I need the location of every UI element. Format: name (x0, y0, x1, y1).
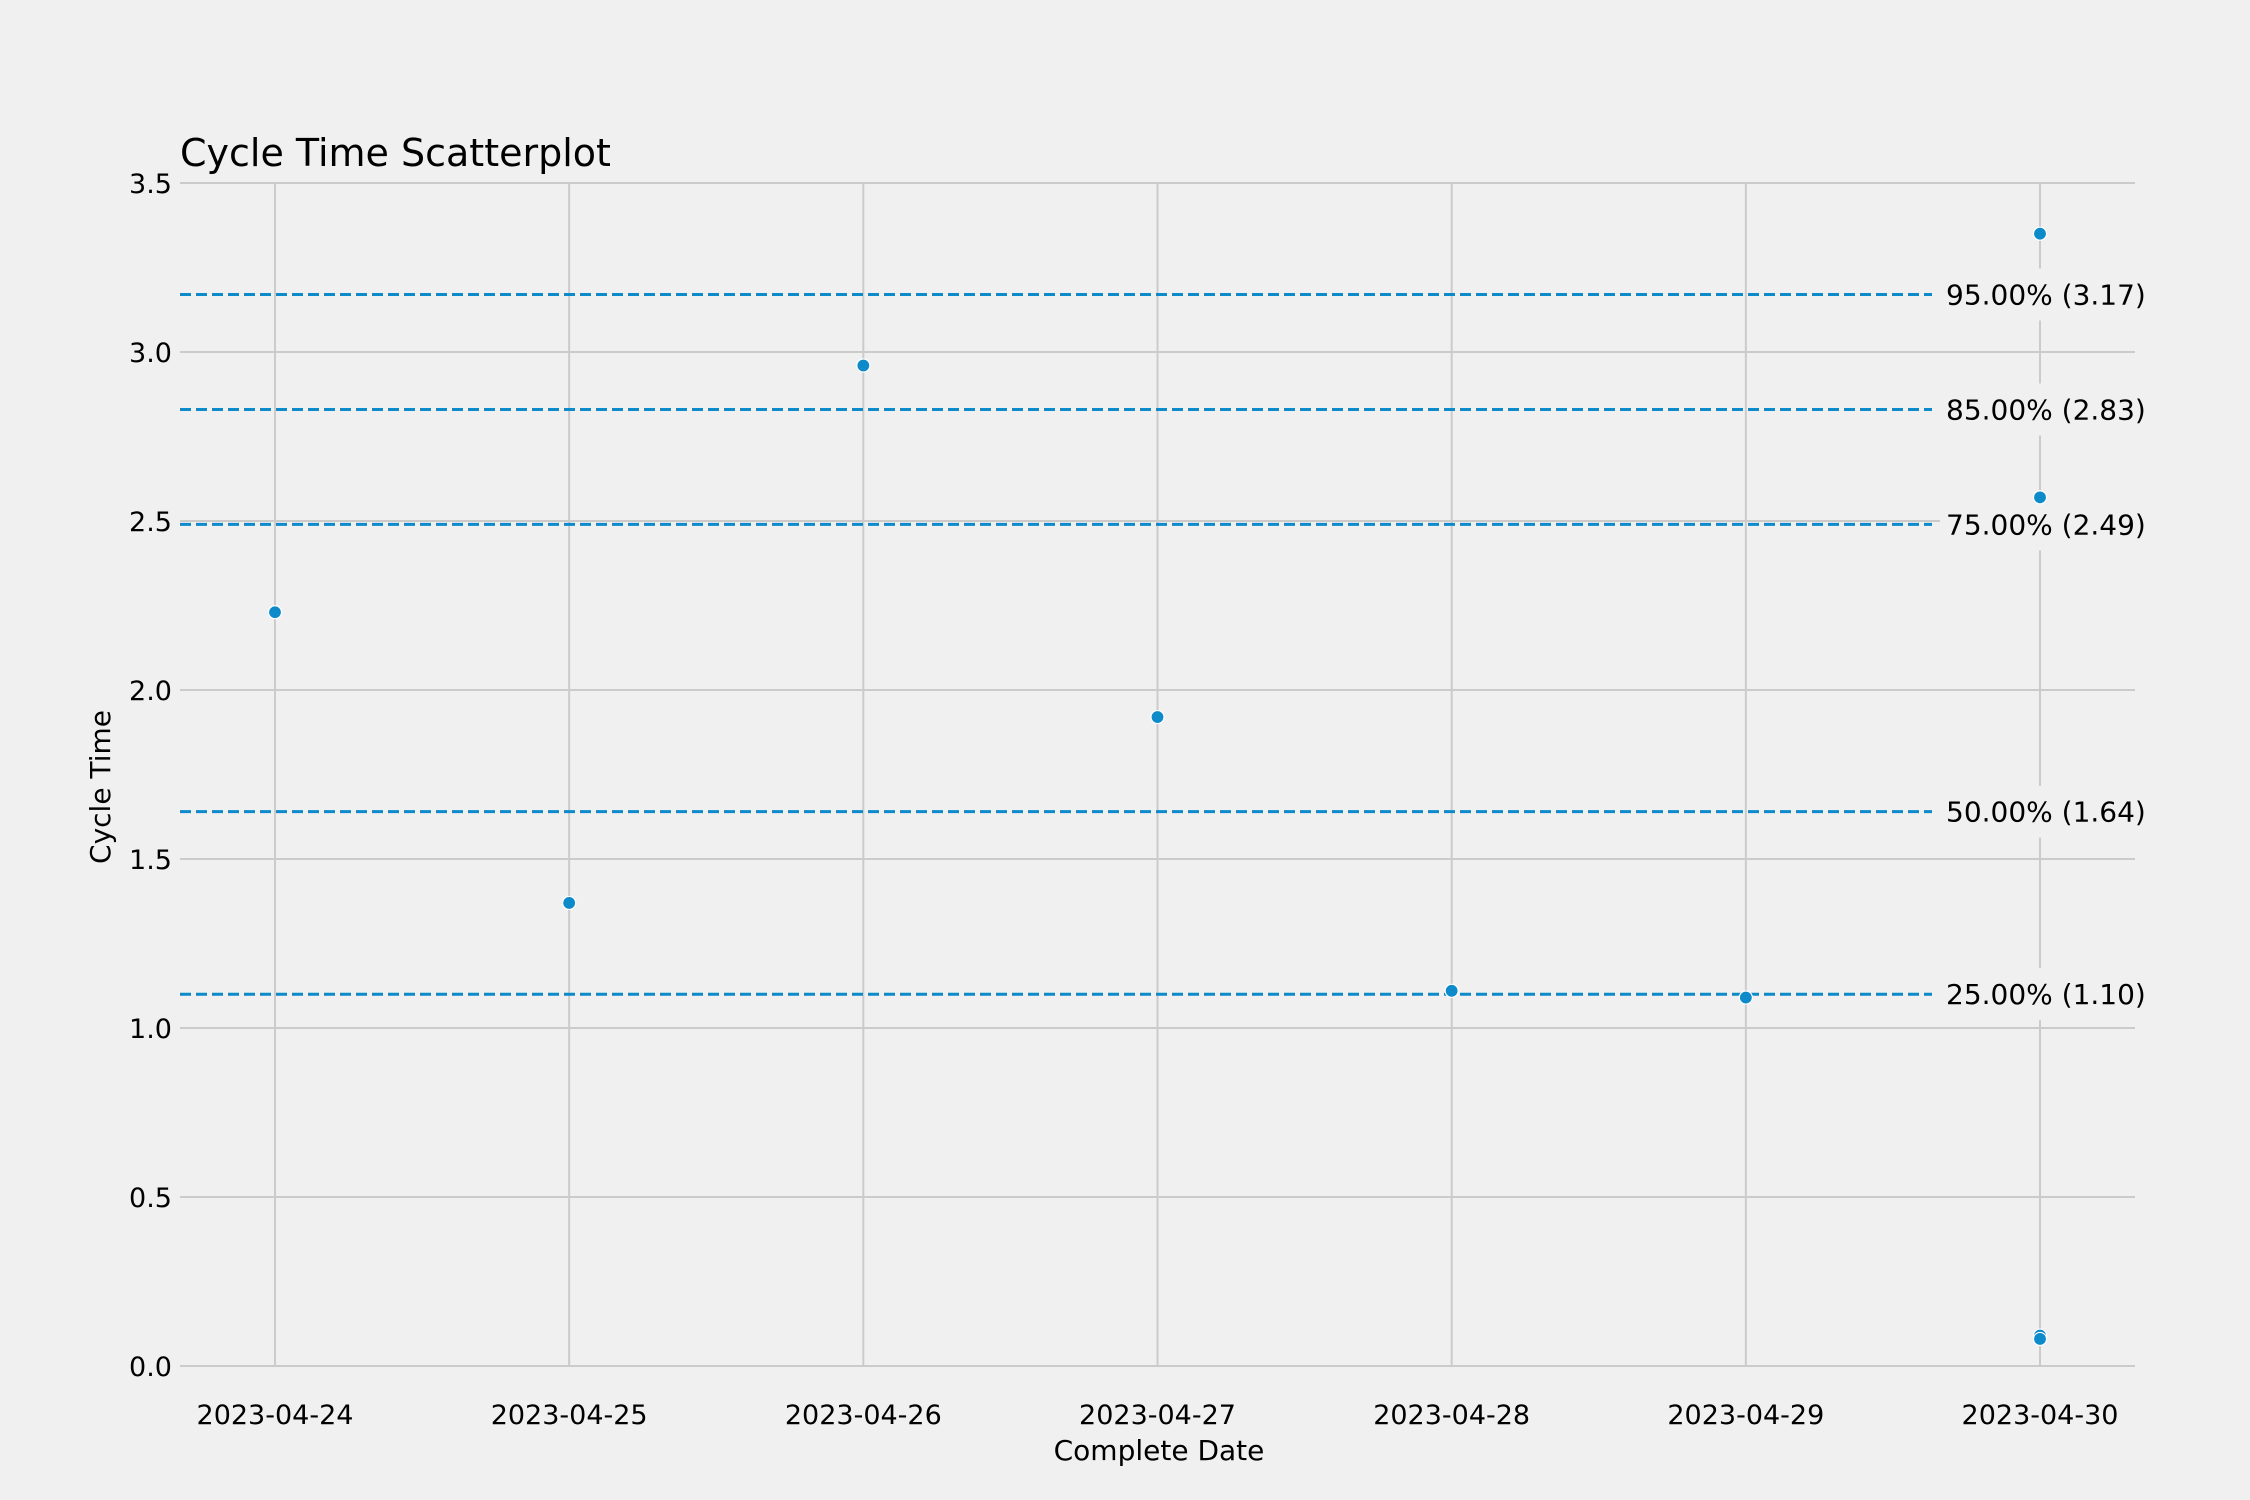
x-tick-label: 2023-04-26 (785, 1400, 942, 1431)
grid (180, 182, 2135, 1367)
chart-title: Cycle Time Scatterplot (180, 131, 611, 175)
data-points (267, 226, 2048, 1347)
y-tick-label: 3.0 (129, 338, 172, 369)
data-point (1150, 709, 1165, 725)
x-tick-label: 2023-04-24 (197, 1400, 354, 1431)
percentile-lines: 95.00% (3.17) 85.00% (2.83) 75.00% (2.49) 5… (180, 268, 2160, 1021)
data-point (856, 358, 871, 373)
y-tick-label: 0.5 (129, 1183, 172, 1214)
percentile-label: 25.00% (1.10) (1946, 978, 2146, 1011)
data-point (2032, 1331, 2048, 1347)
percentile-label-background (1940, 785, 2160, 838)
percentile-label: 85.00% (2.83) (1946, 393, 2146, 426)
x-tick-label: 2023-04-29 (1667, 1400, 1824, 1431)
x-tick-labels: 2023-04-24 2023-04-25 2023-04-26 2023-04-27… (197, 1400, 2119, 1431)
y-tick-label: 1.5 (129, 845, 172, 876)
data-point (562, 895, 577, 911)
x-tick-label: 2023-04-27 (1079, 1400, 1236, 1431)
y-tick-label: 3.5 (129, 169, 172, 200)
data-point (2032, 490, 2048, 505)
data-point (1444, 983, 1459, 998)
x-tick-label: 2023-04-30 (1962, 1400, 2119, 1431)
y-axis-title: Cycle Time (84, 710, 117, 864)
y-tick-label: 2.0 (129, 676, 172, 707)
percentile-label-background (1940, 968, 2160, 1021)
percentile-label: 95.00% (3.17) (1946, 279, 2146, 312)
percentile-label-background (1940, 383, 2160, 436)
x-tick-label: 2023-04-25 (491, 1400, 648, 1431)
percentile-label-background (1940, 268, 2160, 321)
data-point (2032, 226, 2048, 241)
y-tick-label: 1.0 (129, 1014, 172, 1045)
x-axis-title: Complete Date (1054, 1434, 1265, 1467)
y-tick-labels: 0.0 0.5 1.0 1.5 2.0 2.5 3.0 3.5 (129, 169, 172, 1383)
percentile-label-background (1940, 498, 2160, 551)
y-tick-label: 0.0 (129, 1352, 172, 1383)
data-point (1738, 990, 1753, 1005)
percentile-label: 75.00% (2.49) (1946, 508, 2146, 541)
x-tick-label: 2023-04-28 (1373, 1400, 1530, 1431)
percentile-label: 50.00% (1.64) (1946, 796, 2146, 829)
data-point (267, 605, 283, 620)
y-tick-label: 2.5 (129, 507, 172, 538)
